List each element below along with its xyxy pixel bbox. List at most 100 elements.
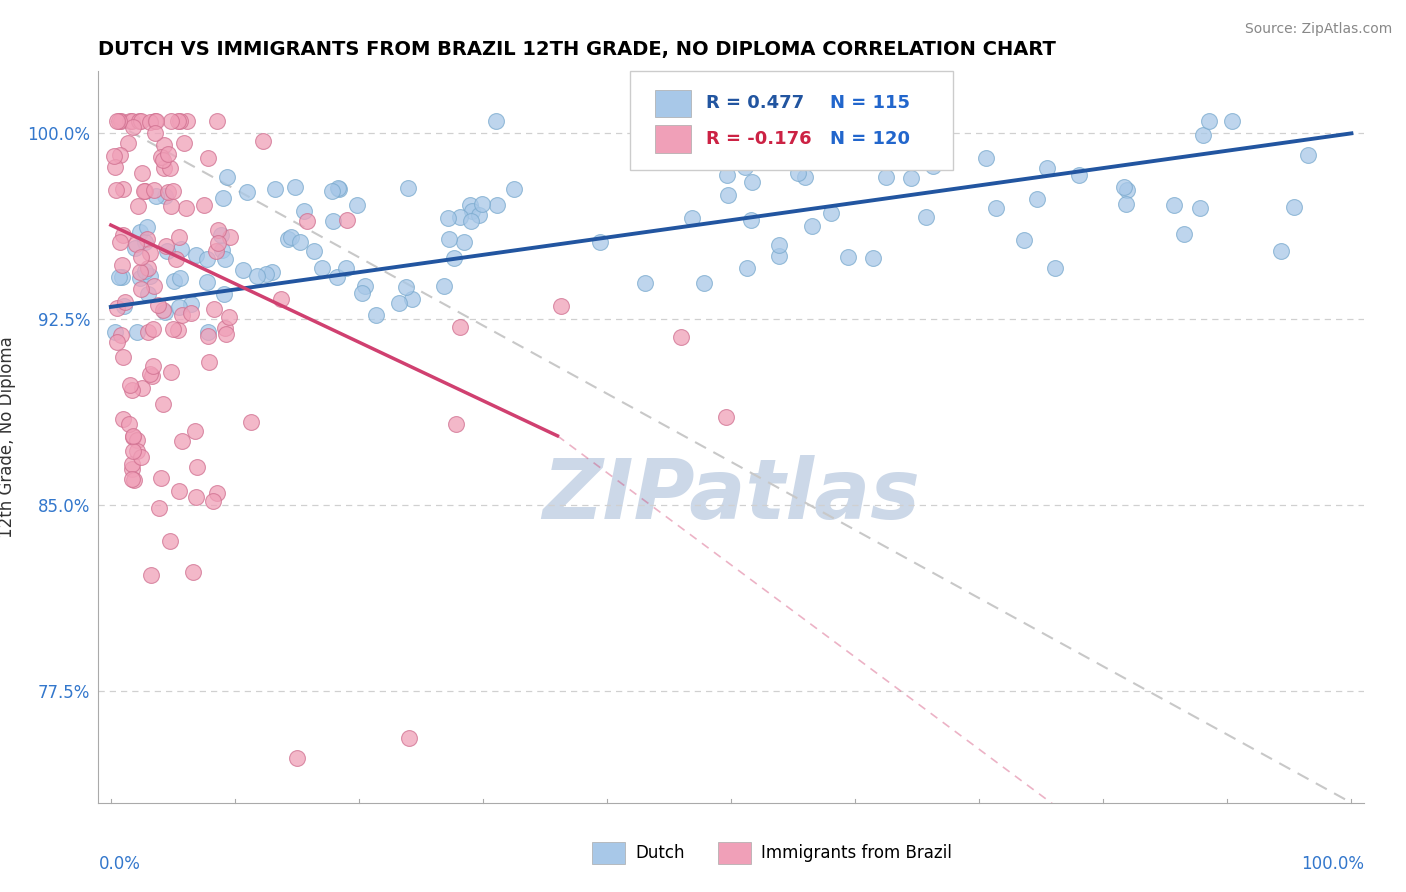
Y-axis label: 12th Grade, No Diploma: 12th Grade, No Diploma bbox=[0, 336, 15, 538]
Point bbox=[122, 444, 145, 458]
Point bbox=[156, 244, 179, 259]
Point bbox=[111, 351, 134, 365]
Point bbox=[211, 191, 233, 205]
Point bbox=[139, 269, 162, 284]
Point bbox=[288, 235, 311, 249]
Point bbox=[1115, 183, 1137, 197]
Point bbox=[108, 148, 131, 162]
Text: DUTCH VS IMMIGRANTS FROM BRAZIL 12TH GRADE, NO DIPLOMA CORRELATION CHART: DUTCH VS IMMIGRANTS FROM BRAZIL 12TH GRA… bbox=[98, 39, 1056, 59]
Point bbox=[141, 368, 163, 383]
Point bbox=[254, 267, 277, 281]
Point bbox=[131, 166, 153, 180]
Point bbox=[108, 235, 131, 249]
Point bbox=[219, 230, 242, 244]
Point bbox=[104, 325, 127, 339]
Point bbox=[246, 268, 269, 283]
Point bbox=[143, 114, 166, 128]
Point bbox=[292, 204, 315, 219]
Point bbox=[162, 184, 184, 198]
Point bbox=[159, 199, 181, 213]
Point bbox=[129, 450, 152, 464]
Point bbox=[132, 185, 155, 199]
Point bbox=[364, 308, 387, 322]
Point bbox=[354, 279, 377, 293]
Point bbox=[437, 211, 460, 225]
Point bbox=[142, 322, 165, 336]
Point bbox=[127, 199, 149, 213]
Point bbox=[820, 205, 842, 219]
Point bbox=[986, 201, 1008, 215]
Point bbox=[146, 298, 169, 312]
Point bbox=[153, 161, 176, 175]
Point bbox=[139, 114, 162, 128]
Text: N = 115: N = 115 bbox=[830, 94, 910, 112]
Point bbox=[149, 470, 172, 484]
Point bbox=[1035, 161, 1057, 175]
Point bbox=[197, 151, 219, 165]
Point bbox=[1188, 202, 1211, 216]
Point bbox=[207, 223, 229, 237]
Point bbox=[346, 198, 368, 212]
Point bbox=[449, 319, 471, 334]
Point bbox=[121, 461, 143, 475]
Point bbox=[167, 324, 190, 338]
Text: R = -0.176: R = -0.176 bbox=[706, 129, 811, 148]
Point bbox=[239, 415, 262, 429]
Point bbox=[202, 302, 225, 317]
Point bbox=[768, 237, 790, 252]
Point bbox=[107, 114, 129, 128]
Point bbox=[335, 260, 357, 275]
Text: Immigrants from Brazil: Immigrants from Brazil bbox=[762, 844, 952, 862]
Point bbox=[145, 189, 167, 203]
Point bbox=[180, 297, 202, 311]
Point bbox=[131, 282, 153, 296]
Point bbox=[121, 429, 143, 443]
Point bbox=[172, 308, 194, 322]
Point bbox=[277, 232, 299, 246]
Point bbox=[152, 153, 174, 167]
Point bbox=[204, 244, 226, 258]
Point bbox=[215, 327, 238, 342]
Point bbox=[1198, 114, 1220, 128]
Point bbox=[121, 114, 143, 128]
Point bbox=[311, 260, 333, 275]
Point bbox=[209, 228, 232, 243]
Point bbox=[1045, 261, 1067, 276]
Point bbox=[395, 280, 418, 294]
Point bbox=[450, 210, 472, 224]
Point bbox=[669, 330, 692, 344]
Point bbox=[155, 239, 177, 253]
Point bbox=[214, 320, 236, 334]
Point bbox=[467, 207, 489, 221]
Point bbox=[121, 472, 143, 486]
Point bbox=[212, 287, 235, 301]
Point bbox=[180, 306, 202, 320]
Point bbox=[453, 235, 475, 249]
Point bbox=[215, 170, 238, 185]
Point bbox=[131, 381, 153, 395]
Point bbox=[202, 493, 225, 508]
FancyBboxPatch shape bbox=[630, 71, 953, 170]
Point bbox=[169, 114, 191, 128]
Point bbox=[125, 325, 148, 339]
Text: ZIPatlas: ZIPatlas bbox=[543, 455, 920, 536]
Point bbox=[139, 568, 162, 582]
Point bbox=[103, 160, 125, 174]
Point bbox=[1296, 148, 1319, 162]
Point bbox=[170, 434, 193, 449]
Bar bbox=[655, 126, 690, 153]
Point bbox=[105, 114, 128, 128]
Point bbox=[1069, 168, 1091, 182]
Point bbox=[197, 325, 219, 339]
Point bbox=[134, 264, 156, 278]
Point bbox=[260, 265, 283, 279]
Point bbox=[439, 232, 461, 246]
Text: R = 0.477: R = 0.477 bbox=[706, 94, 804, 112]
Point bbox=[717, 188, 740, 202]
Point bbox=[321, 184, 343, 198]
Point bbox=[693, 276, 716, 290]
Point bbox=[326, 270, 349, 285]
Point bbox=[875, 169, 897, 184]
Point bbox=[152, 397, 174, 411]
Point bbox=[159, 365, 181, 379]
